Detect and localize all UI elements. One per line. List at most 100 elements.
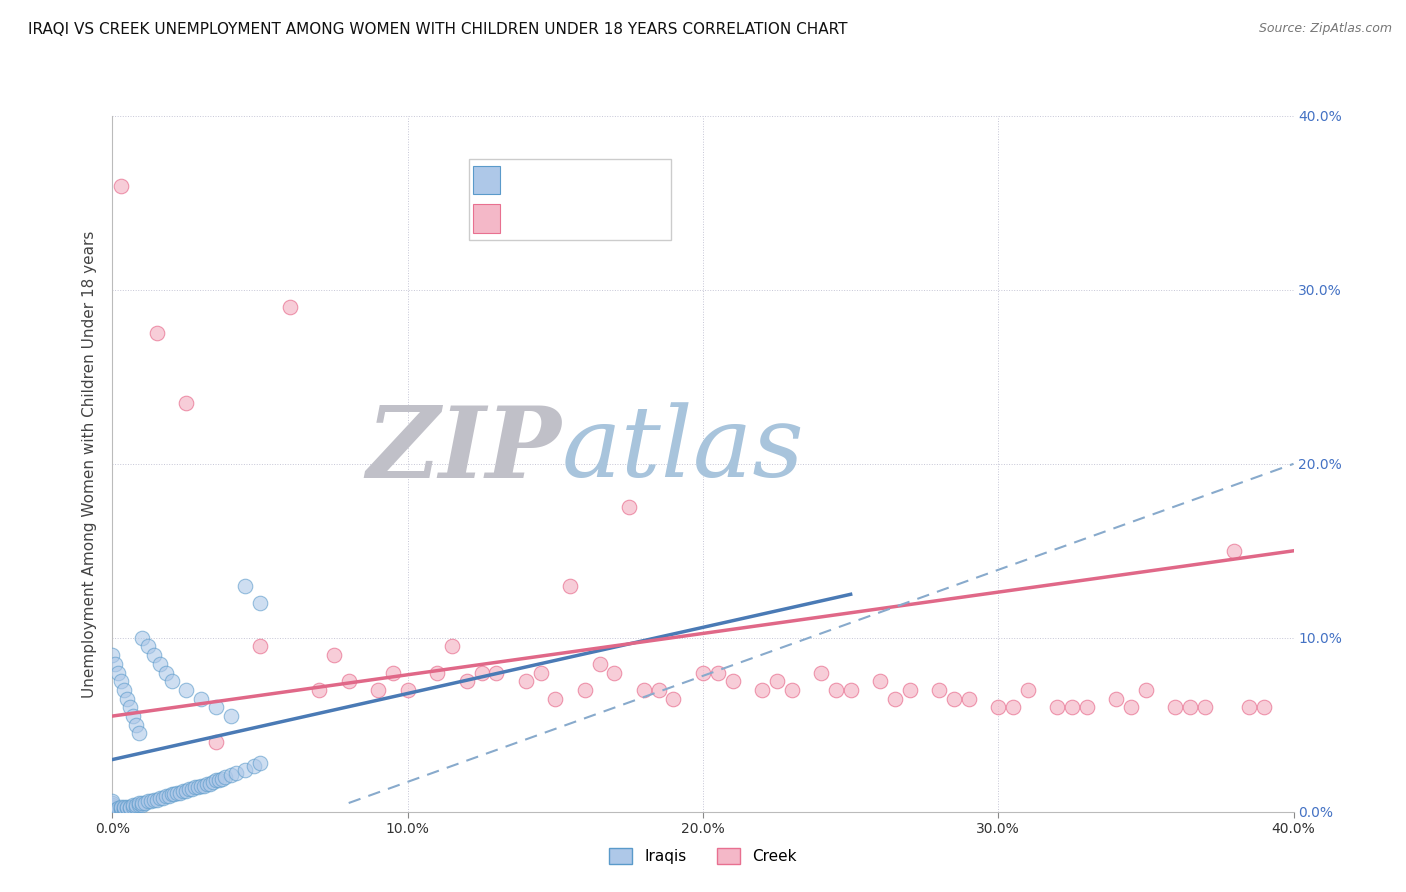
Point bbox=[1062, 700, 1084, 714]
Point bbox=[633, 683, 655, 698]
Point bbox=[146, 792, 169, 806]
Point bbox=[721, 674, 744, 689]
Point bbox=[308, 683, 330, 698]
Point bbox=[136, 640, 159, 654]
Point bbox=[125, 797, 148, 812]
Y-axis label: Unemployment Among Women with Children Under 18 years: Unemployment Among Women with Children U… bbox=[82, 230, 97, 698]
Point bbox=[117, 691, 138, 706]
Point bbox=[780, 683, 803, 698]
Text: Source: ZipAtlas.com: Source: ZipAtlas.com bbox=[1258, 22, 1392, 36]
Point bbox=[190, 779, 212, 793]
Point bbox=[1105, 691, 1128, 706]
Point bbox=[574, 683, 596, 698]
Point bbox=[101, 803, 124, 817]
Point bbox=[112, 803, 135, 817]
Point bbox=[751, 683, 773, 698]
Point bbox=[125, 717, 148, 731]
Text: ZIP: ZIP bbox=[367, 401, 561, 498]
Point bbox=[898, 683, 921, 698]
Point bbox=[249, 596, 271, 610]
Point bbox=[136, 794, 159, 808]
Point bbox=[101, 805, 124, 819]
Point bbox=[1223, 543, 1246, 558]
Point bbox=[134, 796, 156, 810]
Point bbox=[107, 665, 129, 680]
Legend: Iraqis, Creek: Iraqis, Creek bbox=[603, 842, 803, 871]
Point bbox=[104, 657, 127, 671]
Point bbox=[243, 759, 266, 773]
Point bbox=[515, 674, 537, 689]
Point bbox=[193, 779, 215, 793]
Point bbox=[101, 805, 124, 819]
Point bbox=[117, 799, 138, 814]
Point bbox=[110, 799, 132, 814]
Bar bbox=[472, 166, 501, 194]
Point bbox=[1046, 700, 1069, 714]
Point bbox=[225, 766, 247, 780]
Point bbox=[485, 665, 508, 680]
Point bbox=[928, 683, 950, 698]
Point bbox=[824, 683, 846, 698]
Point bbox=[101, 801, 124, 815]
Point bbox=[112, 799, 135, 814]
Point bbox=[441, 640, 464, 654]
Point bbox=[101, 805, 124, 819]
Point bbox=[101, 797, 124, 812]
Point bbox=[122, 709, 145, 723]
Point bbox=[179, 782, 201, 797]
Point bbox=[323, 648, 346, 662]
Point bbox=[142, 648, 165, 662]
Point bbox=[101, 648, 124, 662]
Point bbox=[101, 799, 124, 814]
Point bbox=[233, 763, 256, 777]
Point bbox=[1001, 700, 1024, 714]
Point bbox=[208, 773, 231, 788]
Point bbox=[101, 803, 124, 817]
Text: atlas: atlas bbox=[561, 402, 804, 498]
Point bbox=[367, 683, 389, 698]
Point bbox=[692, 665, 714, 680]
Point bbox=[214, 770, 236, 784]
Point bbox=[1178, 700, 1201, 714]
Point bbox=[249, 640, 271, 654]
Point bbox=[139, 794, 162, 808]
Point bbox=[470, 665, 494, 680]
Point bbox=[107, 803, 129, 817]
Point bbox=[187, 780, 209, 795]
Point bbox=[101, 805, 124, 819]
Point bbox=[987, 700, 1010, 714]
Point bbox=[219, 768, 242, 782]
Point bbox=[456, 674, 478, 689]
Point bbox=[195, 777, 218, 791]
Point bbox=[219, 709, 242, 723]
Point bbox=[588, 657, 610, 671]
Point bbox=[1253, 700, 1275, 714]
Point bbox=[110, 801, 132, 815]
Point bbox=[131, 796, 153, 810]
Text: N = 58: N = 58 bbox=[595, 211, 647, 226]
Point bbox=[146, 326, 169, 341]
Point bbox=[942, 691, 965, 706]
Point bbox=[1135, 683, 1157, 698]
Point bbox=[1076, 700, 1098, 714]
Point bbox=[205, 700, 228, 714]
Bar bbox=[472, 204, 501, 233]
Point bbox=[110, 674, 132, 689]
Point bbox=[544, 691, 567, 706]
Point bbox=[662, 691, 685, 706]
Point bbox=[619, 500, 641, 515]
Point bbox=[172, 784, 194, 798]
Point bbox=[647, 683, 671, 698]
Point bbox=[181, 782, 204, 797]
Point bbox=[120, 799, 142, 814]
Point bbox=[184, 780, 207, 795]
Point bbox=[120, 700, 142, 714]
Point bbox=[396, 683, 419, 698]
Text: N = 92: N = 92 bbox=[595, 172, 647, 186]
Point bbox=[128, 797, 150, 812]
Point bbox=[1164, 700, 1187, 714]
Point bbox=[125, 799, 148, 814]
Point bbox=[382, 665, 405, 680]
Point bbox=[110, 178, 132, 193]
Point bbox=[1017, 683, 1039, 698]
